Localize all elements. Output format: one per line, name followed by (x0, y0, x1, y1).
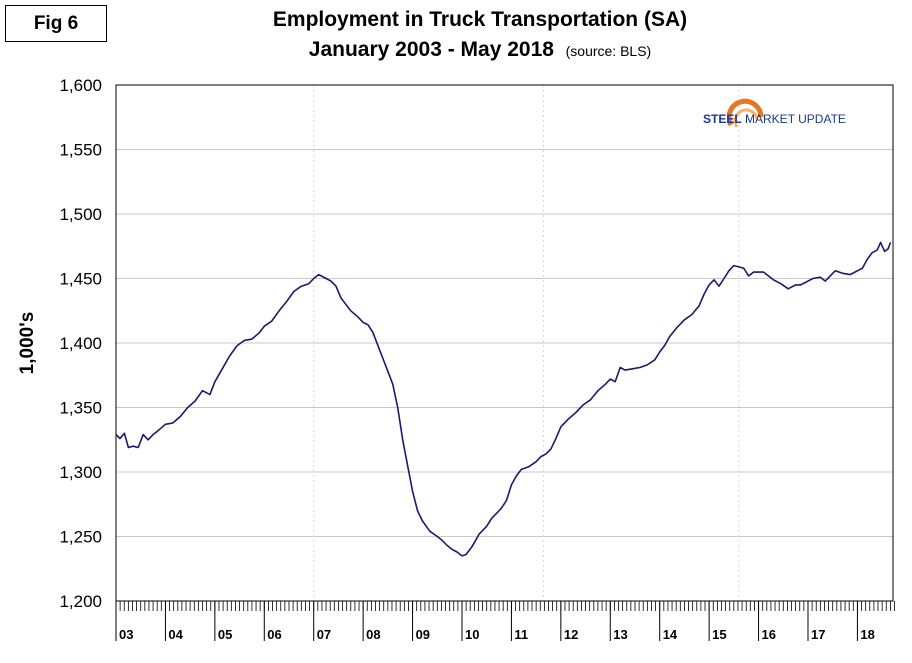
x-tick-label: 18 (860, 627, 874, 642)
y-tick-label: 1,300 (59, 463, 102, 482)
logo-swoosh-icon (727, 98, 764, 128)
logo-word-steel: STEEL (703, 112, 742, 126)
logo-word-market-update: MARKET UPDATE (745, 112, 846, 126)
x-axis: 03 04 05 06 07 08 09 10 11 12 13 14 15 16 17 18 (115, 601, 895, 642)
x-tick-label: 13 (613, 627, 627, 642)
figure-label: Fig 6 (5, 5, 107, 42)
y-tick-label: 1,600 (59, 76, 102, 95)
y-tick-label: 1,350 (59, 399, 102, 418)
chart-date-range: January 2003 - May 2018 (308, 38, 554, 61)
series-line (115, 241, 892, 557)
steel-market-update-logo: STEEL MARKET UPDATE (703, 97, 853, 139)
y-tick-label: 1,500 (59, 205, 102, 224)
x-tick-label: 04 (168, 627, 183, 642)
x-tick-label: 17 (811, 627, 825, 642)
y-axis: 1,200 1,250 1,300 1,350 1,400 1,450 1,500 1,550… (59, 76, 102, 611)
x-tick-label: 15 (712, 627, 726, 642)
chart-source: (source: BLS) (565, 43, 652, 59)
x-tick-label: 07 (317, 627, 331, 642)
y-axis-label: 1,000's (17, 312, 38, 375)
y-tick-label: 1,550 (59, 141, 102, 160)
x-tick-label: 10 (465, 627, 479, 642)
x-tick-label: 08 (366, 627, 380, 642)
x-tick-label: 03 (119, 627, 133, 642)
x-tick-label: 11 (514, 627, 528, 642)
y-tick-label: 1,200 (59, 592, 102, 611)
chart-title: Employment in Truck Transportation (SA) (272, 8, 688, 31)
grid-lines (116, 85, 893, 601)
x-tick-label: 16 (762, 627, 776, 642)
plot-area (115, 84, 894, 602)
x-tick-label: 05 (218, 627, 232, 642)
x-tick-label: 12 (564, 627, 578, 642)
x-tick-label: 06 (267, 627, 281, 642)
y-tick-label: 1,400 (59, 334, 102, 353)
chart-subtitle: January 2003 - May 2018 (source: BLS) (200, 38, 760, 62)
y-tick-label: 1,450 (59, 270, 102, 289)
x-tick-label: 09 (416, 627, 430, 642)
x-tick-label: 14 (663, 627, 678, 642)
y-tick-label: 1,250 (59, 528, 102, 547)
